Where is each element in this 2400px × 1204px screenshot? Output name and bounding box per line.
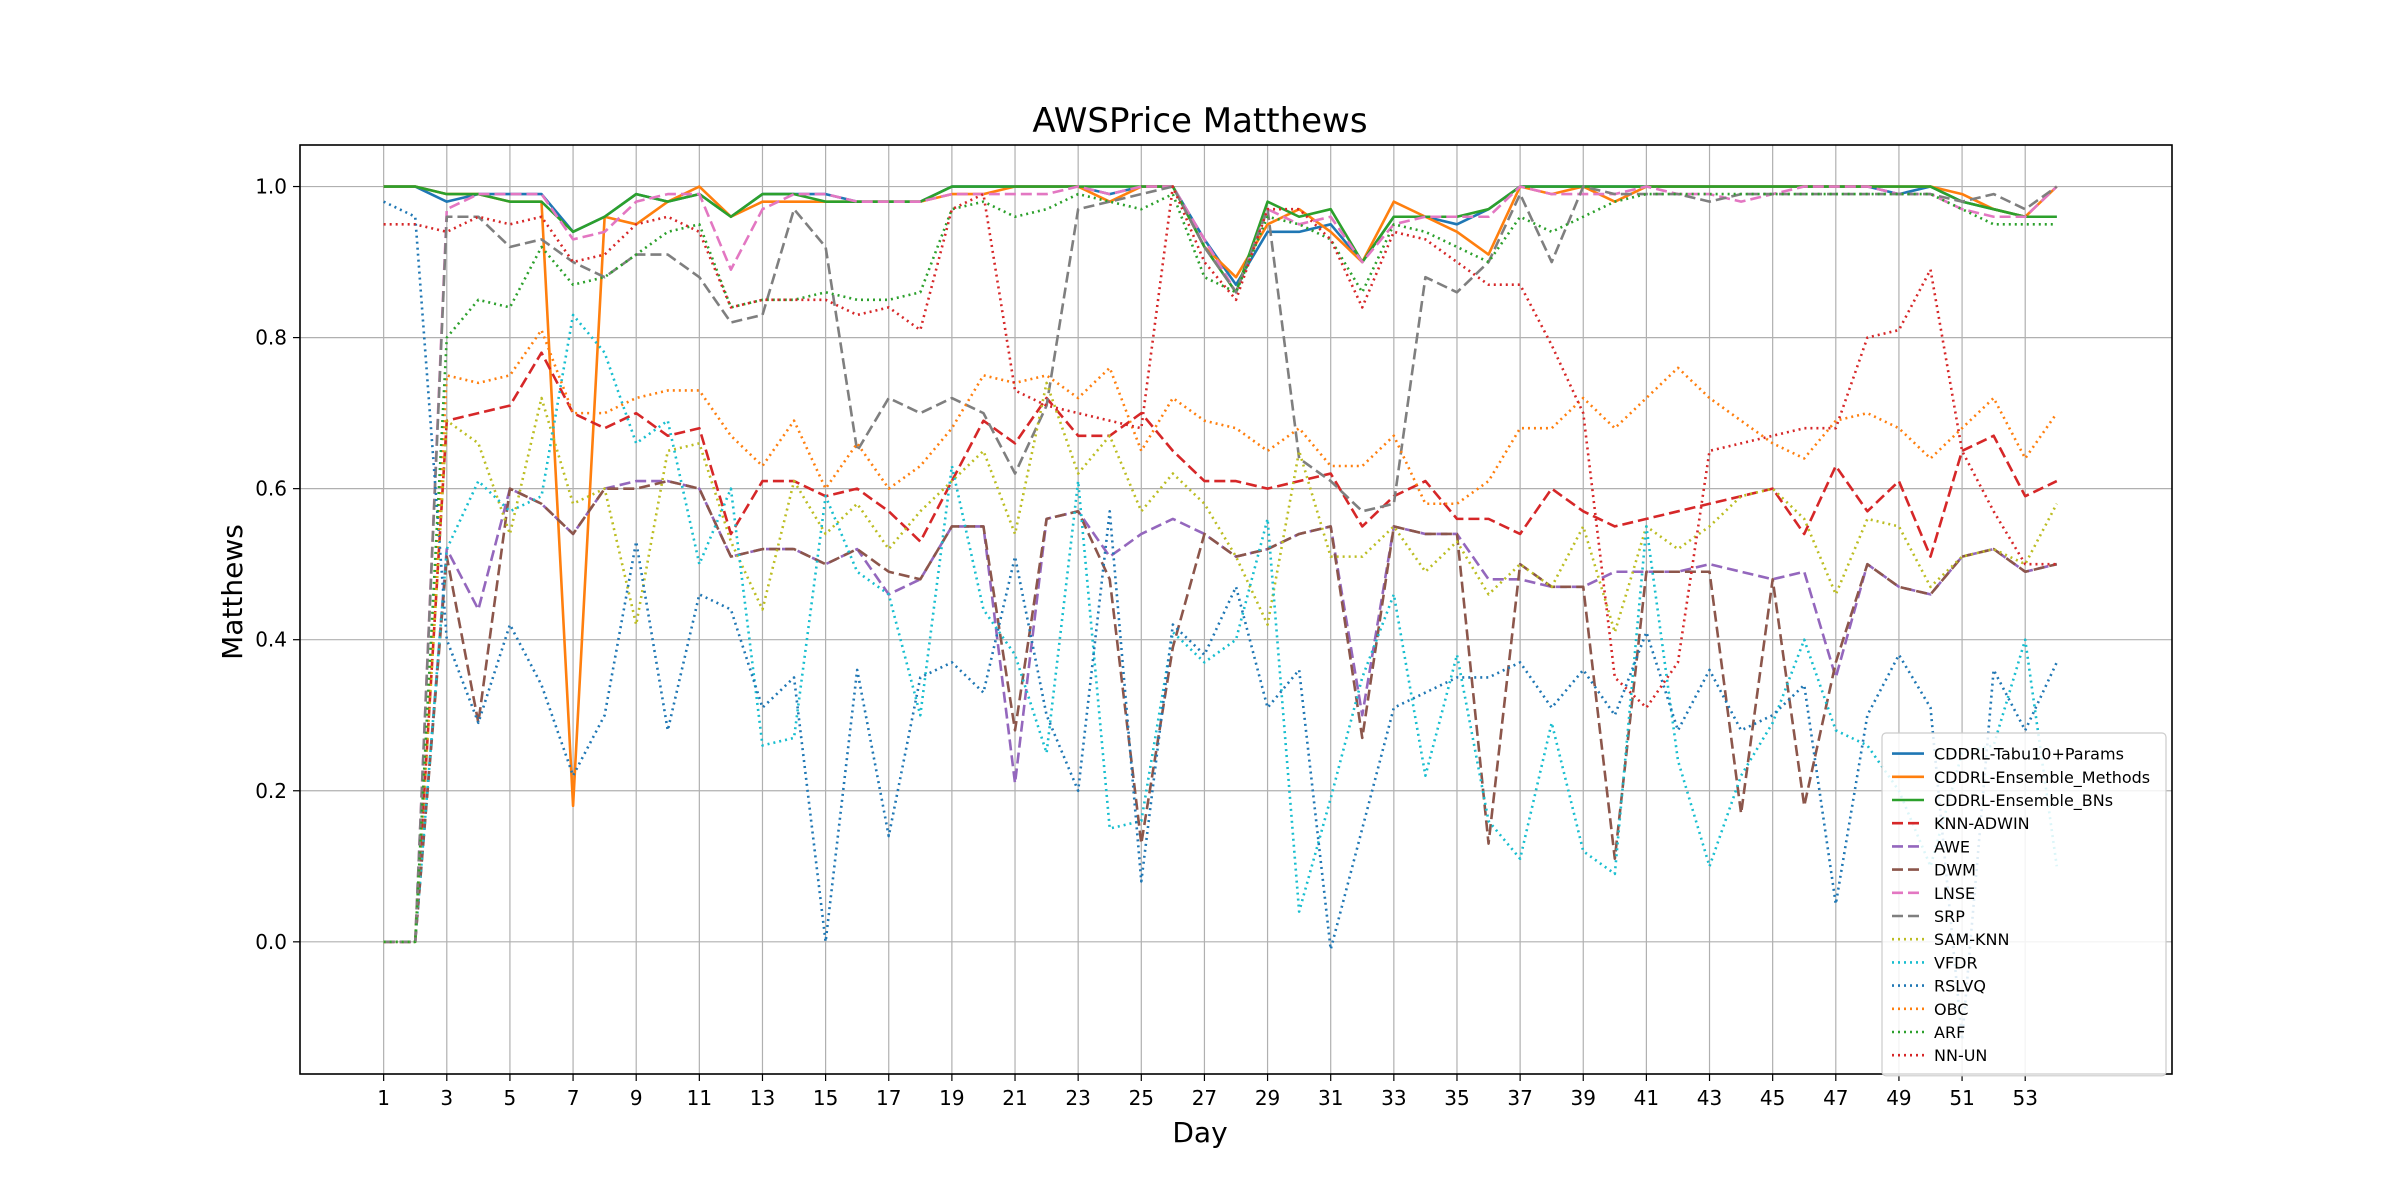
x-tick-label: 33 — [1381, 1086, 1406, 1110]
x-tick-label: 5 — [504, 1086, 517, 1110]
x-tick-label: 13 — [750, 1086, 775, 1110]
x-tick-label: 21 — [1002, 1086, 1027, 1110]
x-axis-label: Day — [1172, 1116, 1227, 1149]
legend-label-lnse: LNSE — [1934, 884, 1975, 903]
x-tick-label: 35 — [1444, 1086, 1469, 1110]
legend-label-nn-un: NN-UN — [1934, 1046, 1987, 1065]
x-tick-label: 1 — [377, 1086, 390, 1110]
y-tick-label: 0.8 — [255, 326, 287, 350]
legend: CDDRL-Tabu10+Params CDDRL-Ensemble_Method… — [1881, 732, 2167, 1077]
series-line-dwm — [383, 479, 2058, 944]
x-tick-label: 23 — [1065, 1086, 1090, 1110]
series-line-rslvq — [383, 200, 2058, 1042]
legend-label-arf: ARF — [1934, 1023, 1965, 1042]
chart-title: AWSPrice Matthews — [1032, 101, 1367, 141]
x-tick-label: 41 — [1634, 1086, 1659, 1110]
y-axis-label: Matthews — [216, 524, 249, 660]
x-tick-label: 9 — [630, 1086, 643, 1110]
legend-label-rslvq: RSLVQ — [1934, 977, 1986, 996]
series-line-awe — [383, 479, 2058, 944]
x-tick-label: 53 — [2012, 1086, 2037, 1110]
x-tick-label: 19 — [939, 1086, 964, 1110]
grid-lines — [300, 145, 2172, 1074]
series-line-cddrl-ensemble-bns — [383, 185, 2057, 294]
x-tick-label: 47 — [1823, 1086, 1848, 1110]
series-lines — [383, 185, 2059, 1042]
x-tick-label: 43 — [1697, 1086, 1722, 1110]
series-line-sam-knn — [383, 381, 2058, 944]
x-tick-label: 29 — [1255, 1086, 1280, 1110]
legend-label-cddrl-tabu10-params: CDDRL-Tabu10+Params — [1934, 745, 2124, 764]
y-tick-label: 0.0 — [255, 930, 287, 954]
y-tick-label: 1.0 — [255, 175, 287, 199]
y-tick-label: 0.6 — [255, 477, 287, 501]
legend-label-srp: SRP — [1934, 907, 1965, 926]
x-tick-label: 39 — [1571, 1086, 1596, 1110]
plot-frame — [299, 144, 2173, 1075]
legend-label-obc: OBC — [1934, 1000, 1968, 1019]
axis-ticks: 1 3 5 7 9 11 13 15 17 19 21 23 25 27 29 31 33 35 37 39 41 43 4… — [255, 175, 2038, 1110]
x-tick-label: 51 — [1949, 1086, 1974, 1110]
y-tick-label: 0.4 — [255, 628, 287, 652]
series-line-lnse — [383, 185, 2058, 944]
legend-label-dwm: DWM — [1934, 861, 1976, 880]
legend-label-sam-knn: SAM-KNN — [1934, 930, 2009, 949]
x-tick-label: 27 — [1192, 1086, 1217, 1110]
legend-box — [1881, 732, 2167, 1077]
x-tick-label: 11 — [687, 1086, 712, 1110]
legend-label-cddrl-ensemble-methods: CDDRL-Ensemble_Methods — [1934, 768, 2150, 788]
x-tick-label: 7 — [567, 1086, 580, 1110]
x-tick-label: 15 — [813, 1086, 838, 1110]
series-line-knn-adwin — [383, 351, 2058, 944]
legend-label-awe: AWE — [1934, 837, 1970, 856]
x-tick-label: 31 — [1318, 1086, 1343, 1110]
legend-label-knn-adwin: KNN-ADWIN — [1934, 814, 2030, 833]
x-tick-label: 49 — [1886, 1086, 1911, 1110]
legend-label-vfdr: VFDR — [1934, 953, 1978, 972]
legend-label-cddrl-ensemble-bns: CDDRL-Ensemble_BNs — [1934, 791, 2113, 811]
x-tick-label: 37 — [1507, 1086, 1532, 1110]
x-tick-label: 17 — [876, 1086, 901, 1110]
series-line-obc — [383, 328, 2058, 944]
x-tick-label: 25 — [1129, 1086, 1154, 1110]
y-tick-label: 0.2 — [255, 779, 287, 803]
x-tick-label: 45 — [1760, 1086, 1785, 1110]
x-tick-label: 3 — [440, 1086, 453, 1110]
